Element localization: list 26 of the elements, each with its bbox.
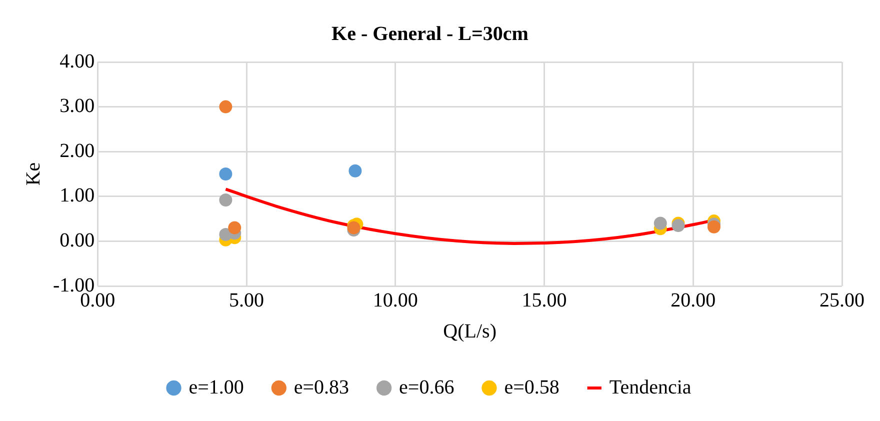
x-tick-label: 10.00 xyxy=(372,289,418,312)
legend-label: e=1.00 xyxy=(188,376,244,398)
y-tick-label: 4.00 xyxy=(60,50,95,72)
point xyxy=(219,168,232,180)
point xyxy=(654,216,667,230)
x-tick-label: 20.00 xyxy=(670,289,716,312)
x-axis-title: Q(L/s) xyxy=(443,320,496,342)
point xyxy=(228,221,242,234)
y-tick-label: 2.00 xyxy=(60,140,95,162)
legend-label: e=0.83 xyxy=(294,376,350,398)
y-tick-label: 0.00 xyxy=(60,229,95,252)
point xyxy=(672,219,685,232)
point xyxy=(219,100,232,114)
point xyxy=(707,220,720,234)
y-tick-label: 3.00 xyxy=(60,95,95,118)
legend-label: e=0.66 xyxy=(399,376,454,398)
point xyxy=(219,193,232,206)
x-tick-label: 15.00 xyxy=(522,289,567,312)
y-axis-title: Ke xyxy=(22,162,44,186)
x-tick-label: 25.00 xyxy=(820,289,864,312)
legend-label: Tendencia xyxy=(609,376,692,398)
y-tick-label: 1.00 xyxy=(60,184,95,207)
point xyxy=(348,164,362,178)
x-tick-label: 5.00 xyxy=(229,289,264,312)
chart-title: Ke - General - L=30cm xyxy=(332,23,529,46)
legend-label: e=0.58 xyxy=(504,376,560,398)
